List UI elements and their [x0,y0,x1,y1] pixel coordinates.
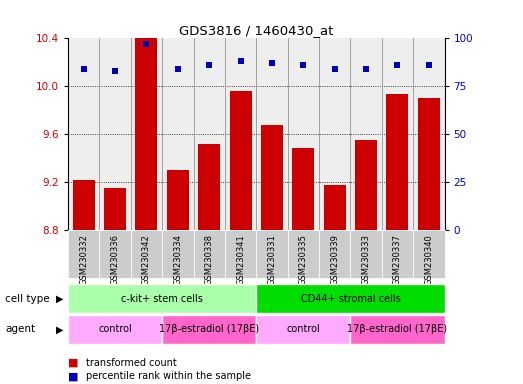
Text: GSM230340: GSM230340 [424,234,434,285]
Text: 17β-estradiol (17βE): 17β-estradiol (17βE) [347,324,448,334]
Text: GSM230332: GSM230332 [79,234,88,285]
Text: GSM230336: GSM230336 [110,234,120,285]
Text: GSM230334: GSM230334 [173,234,183,285]
Text: percentile rank within the sample: percentile rank within the sample [86,371,251,381]
Text: cell type: cell type [5,293,50,304]
Text: transformed count: transformed count [86,358,177,368]
Text: ▶: ▶ [56,324,64,334]
Bar [230,91,252,230]
Text: CD44+ stromal cells: CD44+ stromal cells [301,293,400,304]
Bar [73,180,95,230]
Text: GSM230339: GSM230339 [330,234,339,285]
Bar [386,94,408,230]
Text: 17β-estradiol (17βE): 17β-estradiol (17βE) [159,324,259,334]
Title: GDS3816 / 1460430_at: GDS3816 / 1460430_at [179,24,334,37]
Text: GSM230338: GSM230338 [204,234,214,285]
Bar [324,185,346,230]
Bar [355,141,377,230]
Bar [104,189,126,230]
Text: GSM230333: GSM230333 [361,234,371,285]
Bar [167,170,189,230]
Bar [261,125,283,230]
Text: GSM230341: GSM230341 [236,234,245,285]
Text: control: control [98,324,132,334]
Text: c-kit+ stem cells: c-kit+ stem cells [121,293,203,304]
Text: GSM230331: GSM230331 [267,234,277,285]
Text: agent: agent [5,324,36,334]
Text: GSM230335: GSM230335 [299,234,308,285]
Bar [135,38,157,230]
Text: ■: ■ [68,358,78,368]
Bar [292,147,314,230]
Text: ▶: ▶ [56,293,64,304]
Text: GSM230337: GSM230337 [393,234,402,285]
Text: GSM230342: GSM230342 [142,234,151,285]
Text: control: control [287,324,320,334]
Bar [418,98,440,230]
Bar [198,144,220,230]
Text: ■: ■ [68,371,78,381]
